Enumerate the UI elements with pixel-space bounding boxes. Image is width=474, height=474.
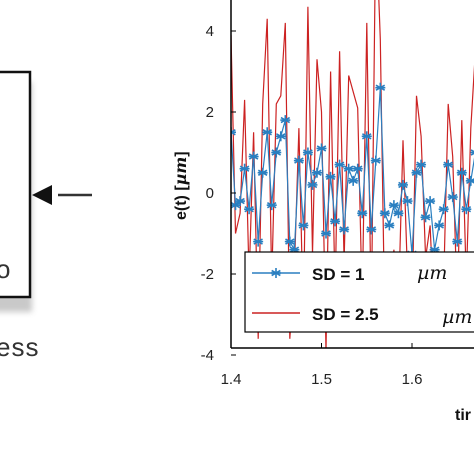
data-point-sd1 — [402, 196, 413, 207]
data-point-sd1 — [248, 151, 259, 162]
y-axis-label-suffix: ] — [173, 151, 190, 156]
left-diagram-panel: o ess — [0, 70, 92, 362]
data-point-sd1 — [321, 228, 332, 239]
block-partial-label: ess — [0, 332, 39, 362]
data-point-sd1 — [231, 127, 236, 138]
data-point-sd1 — [438, 204, 449, 215]
data-point-sd1 — [244, 204, 255, 215]
x-tick-label: 1.5 — [311, 371, 332, 388]
y-axis-label-unit: µm — [171, 157, 190, 186]
data-point-sd1 — [452, 236, 463, 247]
data-point-sd1 — [375, 82, 386, 93]
y-axis-label: e(t) [µm] — [171, 151, 190, 220]
data-point-sd1 — [379, 208, 390, 219]
legend-label-sd1: SD = 1 — [312, 265, 364, 284]
x-axis-label: tir — [455, 407, 471, 424]
legend: SD = 1 µm SD = 2.5 µm — [244, 251, 474, 333]
data-point-sd1 — [384, 220, 395, 231]
legend-unit-sd1: µm — [417, 262, 447, 284]
marker-stroke — [470, 152, 474, 156]
x-tick-label: 1.4 — [221, 371, 242, 388]
data-point-sd1 — [352, 163, 363, 174]
data-point-sd1 — [280, 115, 291, 126]
y-tick-label: 4 — [206, 23, 214, 40]
y-tick-label: -2 — [201, 266, 214, 283]
data-point-sd1 — [420, 212, 431, 223]
data-point-sd1 — [311, 167, 322, 178]
data-point-sd1 — [416, 159, 427, 170]
data-point-sd1 — [461, 204, 472, 215]
data-point-sd1 — [325, 171, 336, 182]
data-point-sd1 — [348, 175, 359, 186]
data-point-sd1 — [411, 167, 422, 178]
data-point-sd1 — [275, 131, 286, 142]
chart: -4-202461.41.51.6 e(t) [µm] tir SD = 1 µ… — [171, 0, 474, 424]
data-point-sd1 — [235, 196, 246, 207]
data-point-sd1 — [257, 167, 268, 178]
data-point-sd1 — [334, 159, 345, 170]
data-point-sd1 — [339, 224, 350, 235]
data-point-sd1 — [388, 200, 399, 211]
input-arrow-head — [32, 185, 52, 205]
data-point-sd1 — [366, 224, 377, 235]
data-point-sd1 — [357, 208, 368, 219]
data-point-sd1 — [330, 216, 341, 227]
marker-stroke — [231, 131, 236, 136]
y-axis-label-prefix: e(t) [ — [173, 185, 190, 220]
legend-box — [244, 251, 474, 333]
data-point-sd1 — [262, 127, 273, 138]
data-point-sd1 — [231, 200, 241, 211]
data-point-sd1 — [271, 147, 282, 158]
data-point-sd1 — [434, 220, 445, 231]
data-point-sd1 — [343, 163, 354, 174]
data-point-sd1 — [370, 155, 381, 166]
marker-stroke — [470, 149, 474, 153]
legend-asterisk — [271, 268, 281, 278]
data-point-sd1 — [429, 244, 440, 255]
process-block — [0, 70, 32, 299]
data-point-sd1 — [316, 143, 327, 154]
ticks-layer: -4-202461.41.51.6 — [201, 23, 423, 388]
marker-stroke — [231, 129, 236, 134]
legend-label-sd2: SD = 2.5 — [312, 305, 379, 324]
data-point-sd1 — [239, 163, 250, 174]
legend-marker-sd1 — [271, 268, 281, 278]
data-point-sd1 — [298, 220, 309, 231]
data-point-sd1 — [425, 196, 436, 207]
data-point-sd1 — [361, 131, 372, 142]
x-tick-label: 1.6 — [402, 371, 423, 388]
data-point-sd1 — [397, 179, 408, 190]
series-line-sd2 — [231, 0, 474, 348]
data-point-sd1 — [456, 167, 467, 178]
data-point-sd1 — [293, 155, 304, 166]
data-point-sd1 — [284, 236, 295, 247]
legend-unit-sd2: µm — [442, 306, 472, 328]
y-tick-label: 2 — [206, 104, 214, 121]
y-tick-label: -4 — [201, 347, 214, 364]
data-point-sd1 — [307, 179, 318, 190]
series-layer — [231, 0, 474, 348]
block-partial-label-top: o — [0, 254, 11, 284]
data-point-sd1 — [393, 208, 404, 219]
data-point-sd1 — [302, 147, 313, 158]
data-point-sd1 — [253, 236, 264, 247]
data-point-sd1 — [470, 149, 474, 156]
y-tick-label: 0 — [206, 185, 214, 202]
data-point-sd1 — [443, 159, 454, 170]
data-point-sd1 — [266, 200, 277, 211]
data-point-sd1 — [447, 192, 458, 203]
